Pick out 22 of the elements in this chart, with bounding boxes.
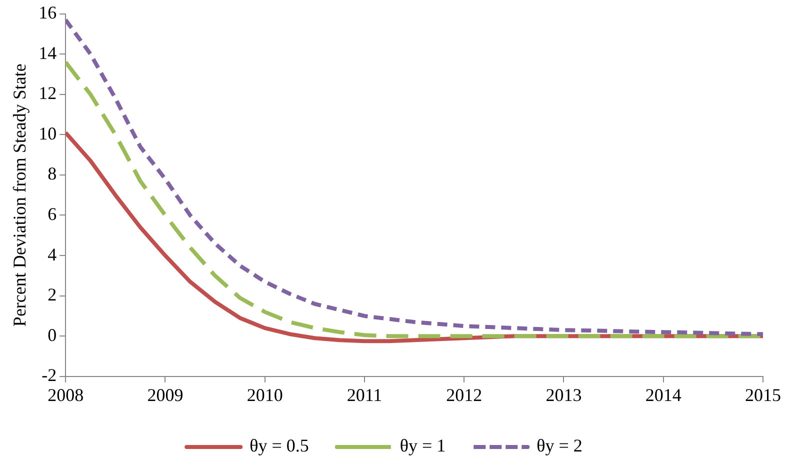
y-tick-label: 2 [48,284,57,305]
legend-label: θy = 1 [400,436,446,456]
y-tick-label: 10 [38,123,57,144]
y-tick-label: 6 [48,204,57,224]
y-tick-label: 4 [48,244,57,264]
y-tick-label: 8 [48,164,57,184]
y-tick-label: 0 [48,324,57,345]
x-tick-label: 2013 [546,384,582,405]
x-tick-label: 2014 [645,384,682,405]
x-tick-label: 2010 [246,384,283,405]
y-tick-label: 14 [38,42,57,63]
x-tick-label: 2009 [147,384,184,405]
y-tick-label: 16 [38,2,57,23]
x-tick-label: 2011 [346,384,382,405]
y-tick-label: -2 [42,365,57,386]
legend-label: θy = 0.5 [250,436,309,456]
x-tick-label: 2015 [745,384,781,405]
x-tick-label: 2008 [48,384,84,405]
x-tick-label: 2012 [446,384,482,405]
y-axis-title: Percent Deviation from Steady State [10,64,30,327]
legend-label: θy = 2 [536,436,582,456]
y-tick-label: 12 [38,83,57,104]
